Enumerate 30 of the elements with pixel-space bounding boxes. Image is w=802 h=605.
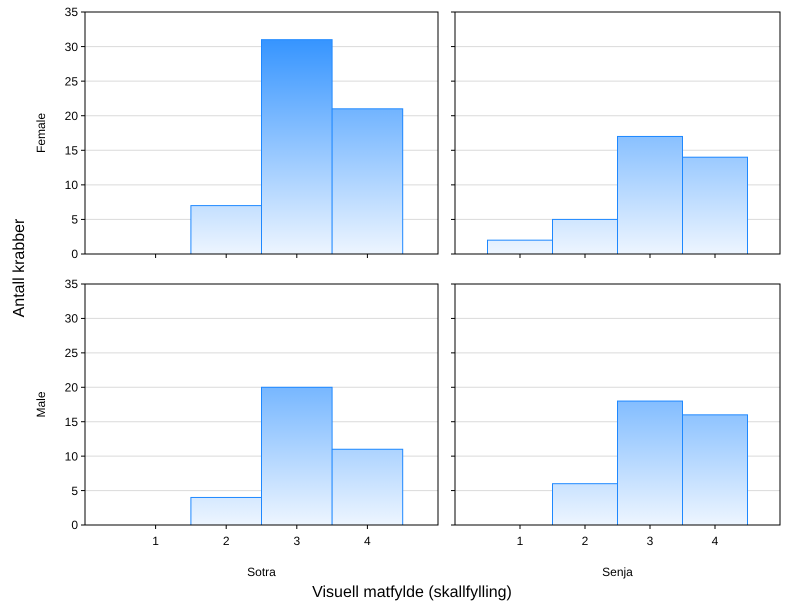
x-axis-title: Senja (602, 565, 634, 579)
x-tick-label: 4 (364, 534, 372, 548)
y-axis-title: Female (34, 112, 48, 154)
x-tick-label: 2 (582, 534, 589, 548)
y-tick-label: 35 (64, 277, 78, 292)
y-axis-title: Male (34, 391, 48, 418)
x-tick-label: 3 (646, 534, 654, 548)
y-tick-label: 35 (64, 5, 78, 20)
x-axis-title: Sotra (247, 565, 276, 579)
y-tick-label: 10 (64, 178, 78, 192)
x-tick-label: 2 (222, 534, 230, 548)
y-tick-label: 20 (64, 380, 78, 394)
y-tick-label: 30 (64, 312, 78, 326)
text: Antall krabber (11, 218, 28, 318)
y-tick-label: 5 (71, 484, 78, 498)
x-tick-label: 4 (712, 534, 719, 548)
y-tick-label: 0 (71, 518, 78, 532)
x-tick-label: 1 (516, 534, 524, 548)
y-tick-label: 20 (64, 108, 78, 123)
y-tick-label: 25 (64, 346, 78, 360)
y-tick-label: 25 (64, 74, 78, 88)
y-tick-label: 5 (71, 212, 78, 227)
text: Visuell matfylde (skallfylling) (312, 584, 512, 601)
x-tick-label: 1 (152, 534, 160, 548)
x-tick-label: 3 (293, 534, 300, 548)
y-tick-label: 30 (64, 40, 78, 54)
y-tick-label: 0 (71, 247, 78, 262)
y-tick-label: 10 (64, 449, 78, 464)
y-tick-label: 15 (64, 143, 78, 158)
y-tick-label: 15 (64, 414, 78, 429)
